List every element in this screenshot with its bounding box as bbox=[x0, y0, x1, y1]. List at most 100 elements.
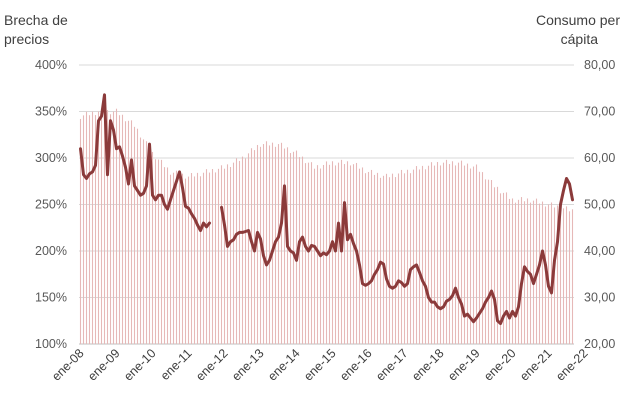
consumption-bar bbox=[559, 210, 562, 344]
consumption-bar bbox=[508, 198, 511, 344]
consumption-bar bbox=[295, 150, 298, 344]
consumption-bar bbox=[331, 161, 334, 344]
consumption-bar bbox=[214, 172, 217, 344]
consumption-bar bbox=[439, 165, 442, 344]
x-tick-label: ene-10 bbox=[121, 346, 158, 383]
consumption-bar bbox=[550, 202, 553, 344]
consumption-bar bbox=[85, 111, 88, 344]
consumption-bar bbox=[517, 199, 520, 344]
left-tick-label: 200% bbox=[35, 244, 67, 258]
consumption-bar bbox=[208, 172, 211, 344]
consumption-bar bbox=[463, 165, 466, 344]
consumption-bar bbox=[565, 206, 568, 344]
consumption-bar bbox=[193, 176, 196, 344]
consumption-bar bbox=[217, 168, 220, 344]
consumption-bar bbox=[403, 173, 406, 344]
right-tick-label: 50,00 bbox=[584, 198, 615, 212]
consumption-bar bbox=[187, 176, 190, 344]
x-tick-label: ene-12 bbox=[193, 346, 230, 383]
consumption-bar bbox=[382, 175, 385, 344]
consumption-bar bbox=[283, 148, 286, 344]
consumption-bar bbox=[109, 114, 112, 344]
consumption-bar bbox=[445, 159, 448, 344]
consumption-bar bbox=[130, 120, 133, 345]
x-tick-label: ene-15 bbox=[301, 346, 338, 383]
consumption-bar bbox=[226, 164, 229, 344]
consumption-bar bbox=[472, 166, 475, 344]
consumption-bar bbox=[499, 193, 502, 344]
consumption-bar bbox=[292, 151, 295, 344]
consumption-bar bbox=[556, 205, 559, 344]
consumption-bar bbox=[307, 162, 310, 344]
x-tick-label: ene-08 bbox=[49, 346, 86, 383]
consumption-bar bbox=[118, 115, 121, 344]
consumption-bar bbox=[136, 128, 139, 344]
consumption-bar bbox=[79, 118, 82, 344]
x-tick-label: ene-22 bbox=[553, 346, 590, 383]
x-tick-label: ene-18 bbox=[409, 346, 446, 383]
x-tick-label: ene-21 bbox=[517, 346, 554, 383]
consumption-bar bbox=[547, 204, 550, 344]
consumption-bar bbox=[433, 165, 436, 344]
consumption-bar bbox=[436, 162, 439, 344]
consumption-bar bbox=[157, 159, 160, 344]
consumption-bar bbox=[397, 173, 400, 344]
consumption-bar bbox=[247, 153, 250, 344]
consumption-bar bbox=[190, 173, 193, 344]
x-tick-label: ene-13 bbox=[229, 346, 266, 383]
consumption-bar bbox=[316, 165, 319, 344]
consumption-bar bbox=[562, 208, 565, 344]
left-tick-label: 100% bbox=[35, 337, 67, 351]
price-gap-line bbox=[79, 93, 574, 325]
left-axis-ticks: 400% 350% 300% 250% 200% 150% 100% bbox=[35, 58, 67, 351]
consumption-bar bbox=[199, 176, 202, 344]
consumption-bar bbox=[94, 115, 97, 344]
consumption-bar bbox=[391, 173, 394, 344]
consumption-bar bbox=[121, 114, 124, 344]
consumption-bar bbox=[496, 186, 499, 344]
consumption-bar bbox=[328, 164, 331, 344]
consumption-bar bbox=[211, 169, 214, 344]
consumption-bar bbox=[313, 168, 316, 344]
consumption-bar bbox=[388, 177, 391, 344]
consumption-bar bbox=[400, 169, 403, 344]
consumption-bar bbox=[82, 115, 85, 344]
consumption-bar bbox=[364, 173, 367, 344]
consumption-bar bbox=[103, 112, 106, 345]
consumption-bar bbox=[106, 110, 109, 344]
consumption-bar bbox=[358, 168, 361, 344]
consumption-bar bbox=[115, 108, 118, 345]
left-tick-label: 300% bbox=[35, 151, 67, 165]
consumption-bar bbox=[97, 111, 100, 344]
consumption-bar bbox=[91, 111, 94, 344]
consumption-bar bbox=[493, 187, 496, 344]
consumption-bar bbox=[112, 111, 115, 344]
x-tick-label: ene-17 bbox=[373, 346, 410, 383]
consumption-bar bbox=[166, 167, 169, 344]
x-tick-label: ene-09 bbox=[85, 346, 122, 383]
consumption-bar bbox=[235, 158, 238, 344]
consumption-bar bbox=[145, 141, 148, 344]
consumption-bar bbox=[505, 192, 508, 344]
consumption-bar bbox=[481, 172, 484, 344]
consumption-bar bbox=[202, 172, 205, 344]
x-tick-label: ene-16 bbox=[337, 346, 374, 383]
consumption-bar bbox=[310, 162, 313, 344]
right-axis-ticks: 80,00 70,00 60,00 50,00 40,00 30,00 20,00 bbox=[584, 58, 615, 351]
x-tick-label: ene-19 bbox=[445, 346, 482, 383]
consumption-bar bbox=[370, 169, 373, 344]
consumption-bar bbox=[520, 197, 523, 344]
consumption-bar bbox=[409, 173, 412, 344]
consumption-bar bbox=[373, 174, 376, 344]
consumption-bar bbox=[205, 169, 208, 344]
consumption-bar bbox=[169, 174, 172, 344]
consumption-bar bbox=[466, 163, 469, 344]
left-axis-title-line-1: Brecha de bbox=[4, 12, 68, 28]
consumption-bar bbox=[361, 167, 364, 344]
consumption-bar bbox=[448, 164, 451, 344]
left-tick-label: 150% bbox=[35, 291, 67, 305]
right-axis-title-line-1: Consumo per bbox=[536, 12, 620, 28]
consumption-bar bbox=[133, 126, 136, 344]
